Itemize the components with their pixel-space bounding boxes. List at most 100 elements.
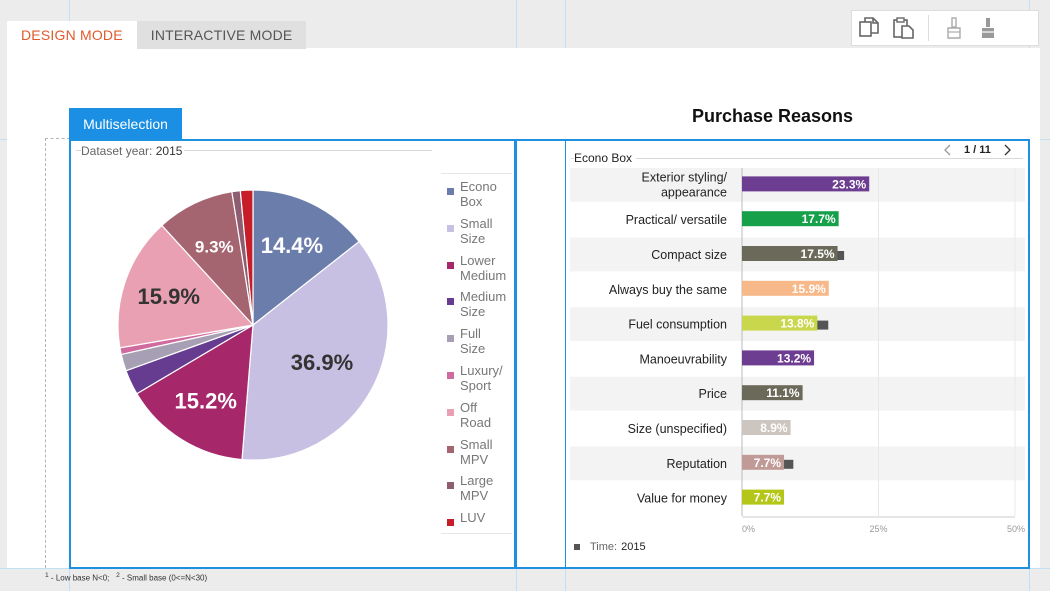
bar[interactable]	[742, 385, 803, 401]
pie-slice[interactable]	[135, 323, 254, 461]
bar[interactable]	[742, 176, 870, 192]
legend-item[interactable]: Econo Box	[441, 174, 512, 211]
bar[interactable]	[742, 211, 839, 227]
x-tick-label: 0%	[742, 524, 755, 534]
legend-label: Luxury/Sport	[460, 362, 503, 393]
bar[interactable]	[742, 246, 838, 261]
bar[interactable]	[742, 280, 829, 296]
toolbar	[851, 10, 1039, 46]
legend-label: Large MPV	[460, 473, 494, 504]
legend-item[interactable]: LUV	[441, 505, 512, 533]
dataset-year-caption: Dataset year:	[81, 144, 153, 158]
legend-item[interactable]: Medium Size	[441, 284, 512, 321]
pie-data-label: 9.3%	[195, 238, 234, 257]
category-label: appearance	[661, 185, 727, 199]
x-tick-label: 25%	[869, 524, 887, 534]
series-swatch	[574, 544, 580, 550]
legend-swatch	[447, 519, 454, 527]
pager-next-button[interactable]	[999, 142, 1017, 158]
bar-data-label: 7.7%	[754, 456, 782, 470]
copy-icon	[859, 17, 879, 37]
category-label: Exterior styling/	[642, 170, 728, 184]
pie-data-label: 36.9%	[291, 350, 353, 375]
category-label: Compact size	[651, 248, 727, 262]
pie-slice[interactable]	[239, 189, 254, 326]
apply-brush-button[interactable]	[971, 11, 1005, 45]
x-tick-label: 50%	[1007, 524, 1025, 534]
bar-data-label: 13.2%	[777, 351, 811, 365]
bar-data-label: 17.7%	[802, 212, 836, 226]
footnote-text: - Small base (0<=N<30)	[119, 573, 208, 583]
tab-design-mode[interactable]: DESIGN MODE	[7, 21, 137, 49]
dataset-divider	[76, 150, 432, 151]
legend-label: Lower Medium	[460, 252, 507, 283]
dataset-year-value: 2015	[155, 144, 183, 158]
bar[interactable]	[742, 454, 785, 470]
series-legend-label: Time:	[590, 541, 618, 553]
bar[interactable]	[742, 420, 791, 435]
legend-item[interactable]: Full Size	[441, 321, 512, 358]
legend-swatch	[447, 445, 454, 453]
selection-dashed-border	[45, 138, 46, 568]
legend-label: Econo Box	[460, 179, 497, 209]
footnote: 1 - Low base N<0; 2 - Small base (0<=N<3…	[45, 572, 207, 583]
bar-data-label: 8.9%	[760, 421, 788, 435]
bar-chart: 23.3% Exterior styling/appearance 17.7% Pra…	[570, 168, 1025, 534]
tab-interactive-mode[interactable]: INTERACTIVE MODE	[136, 21, 307, 49]
pie-data-label: 15.2%	[175, 389, 237, 414]
bar[interactable]	[742, 315, 818, 331]
pie-slice[interactable]	[117, 224, 255, 349]
bar[interactable]	[742, 489, 785, 505]
pager-prev-button[interactable]	[938, 142, 956, 158]
pie-slice[interactable]	[241, 240, 389, 461]
legend-swatch	[447, 224, 454, 232]
category-label: Reputation	[667, 457, 728, 471]
pie-slice[interactable]	[160, 190, 254, 327]
format-brush-button[interactable]	[937, 11, 971, 45]
bar-widget-inner-border	[565, 139, 566, 569]
category-label: Always buy the same	[609, 283, 727, 297]
legend-item[interactable]: Small MPV	[441, 432, 512, 469]
chevron-right-icon	[1004, 144, 1011, 156]
pie-slice[interactable]	[252, 189, 360, 327]
pie-widget-frame[interactable]	[69, 139, 516, 569]
bar-data-label: 7.7%	[754, 491, 782, 505]
legend-swatch	[447, 261, 454, 269]
brush-outline-icon	[947, 17, 961, 39]
category-label: Price	[699, 387, 728, 401]
paste-button[interactable]	[886, 11, 920, 45]
bar-data-label: 11.1%	[766, 386, 800, 400]
chart-title: Purchase Reasons	[691, 106, 854, 126]
multiselection-button[interactable]: Multiselection	[69, 108, 182, 139]
mode-tabs: DESIGN MODE INTERACTIVE MODE	[7, 21, 307, 49]
bar-data-label: 15.9%	[792, 282, 826, 296]
dataset-year-label: Dataset year: 2015	[81, 144, 185, 158]
legend-label: Off Road	[460, 399, 492, 430]
legend-item[interactable]: Off Road	[441, 395, 512, 432]
category-label: Size (unspecified)	[628, 422, 727, 436]
segment-divider	[571, 158, 1023, 159]
legend-item[interactable]: Small Size	[441, 211, 512, 248]
legend-label: Full Size	[460, 326, 486, 357]
paste-icon	[893, 17, 914, 39]
legend-swatch	[447, 335, 454, 343]
legend-item[interactable]: Luxury/Sport	[441, 358, 512, 395]
pie-legend: Econo Box Small Size Lower Medium Medium Size Fu…	[441, 173, 512, 535]
bar[interactable]	[742, 350, 815, 366]
legend-swatch	[447, 188, 454, 195]
legend-item[interactable]: Large MPV	[441, 468, 512, 505]
legend-swatch	[447, 298, 454, 306]
copy-button[interactable]	[852, 11, 886, 45]
bar-row-background	[570, 446, 1025, 481]
footnote-text: - Low base N<0;	[48, 573, 110, 583]
series-legend-value: 2015	[621, 541, 646, 553]
bar-data-label: 17.5%	[801, 247, 835, 261]
legend-label: Medium Size	[460, 289, 507, 320]
footnote-mark: 1	[45, 572, 49, 579]
legend-label: Small MPV	[460, 436, 493, 467]
pie-data-label: 15.9%	[138, 284, 200, 309]
legend-item[interactable]: Lower Medium	[441, 248, 512, 285]
bar-widget-frame[interactable]	[516, 139, 1030, 569]
segment-label: Econo Box	[574, 151, 637, 165]
